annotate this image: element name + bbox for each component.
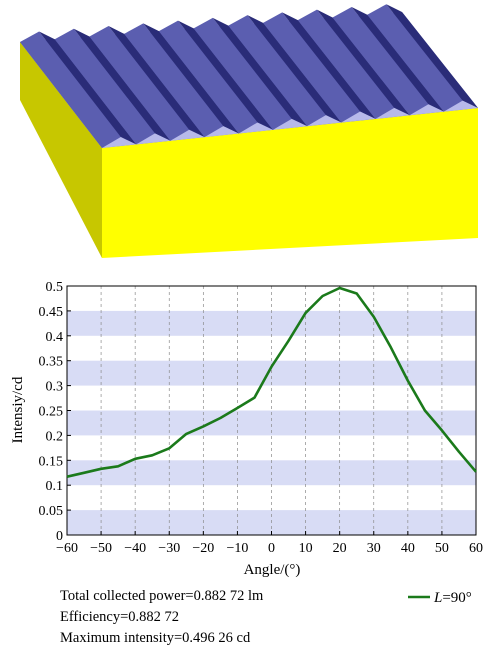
ridge-shadow-face bbox=[39, 31, 137, 145]
ridge-end-profile bbox=[204, 126, 239, 138]
ridge-lit-face bbox=[20, 31, 121, 148]
x-tick-label: −40 bbox=[124, 541, 146, 556]
y-tick-label: 0.3 bbox=[46, 380, 64, 395]
x-tick-label: −20 bbox=[192, 541, 214, 556]
ridge-end-profile bbox=[170, 129, 205, 141]
grid-bands bbox=[67, 310, 476, 535]
y-tick-label: 0.4 bbox=[46, 330, 64, 345]
ridge-shadow-face bbox=[351, 6, 444, 112]
legend: L=90° bbox=[408, 590, 472, 606]
y-tick-labels: 0 0.05 0.1 0.15 0.2 0.25 0.3 0.35 0.4 0.45 0.5 bbox=[39, 280, 71, 544]
ridge-lit-face bbox=[89, 26, 190, 141]
ridge-end-profile bbox=[272, 118, 308, 130]
total-power-text: Total collected power=0.882 72 lm bbox=[60, 588, 264, 604]
ridge-end-profile bbox=[307, 115, 342, 127]
stats-block: Total collected power=0.882 72 lm Effici… bbox=[60, 586, 263, 649]
block-side-face bbox=[20, 42, 102, 258]
ridge-end-profile bbox=[409, 104, 444, 116]
y-tick-label: 0.1 bbox=[46, 479, 64, 494]
y-tick-label: 0.05 bbox=[39, 504, 64, 519]
x-tick-label: −30 bbox=[158, 541, 180, 556]
grating-ridges bbox=[20, 4, 478, 148]
x-tick-label: 50 bbox=[435, 541, 449, 556]
ridge-lit-face bbox=[158, 20, 258, 134]
block-front-face bbox=[102, 108, 478, 258]
ridge-end-profile bbox=[238, 122, 273, 134]
x-tick-labels: −60 −50 −40 −30 −20 −10 0 10 20 30 40 50 60 bbox=[56, 531, 483, 556]
x-tick-label: 20 bbox=[333, 541, 347, 556]
max-intensity-text: Maximum intensity=0.496 26 cd bbox=[60, 630, 251, 646]
x-tick-label: 0 bbox=[268, 541, 275, 556]
x-tick-label: 60 bbox=[469, 541, 483, 556]
ridge-shadow-face bbox=[282, 12, 376, 119]
y-tick-label: 0.15 bbox=[39, 454, 64, 469]
ridge-lit-face bbox=[193, 17, 292, 130]
ridge-shadow-face bbox=[316, 9, 410, 116]
ridge-end-profile bbox=[375, 107, 410, 119]
ridge-shadow-face bbox=[178, 20, 273, 130]
x-tick-label: −50 bbox=[90, 541, 112, 556]
grating-model bbox=[20, 4, 478, 258]
y-tick-label: 0.35 bbox=[39, 355, 64, 370]
ridge-end-profile bbox=[102, 137, 137, 148]
chart: −60 −50 −40 −30 −20 −10 0 10 20 30 40 50 60 0 0.05 0.1… bbox=[10, 280, 483, 606]
ridge-shadow-face bbox=[73, 28, 171, 141]
ridge-lit-face bbox=[367, 4, 463, 112]
y-tick-label: 0.5 bbox=[46, 280, 64, 295]
efficiency-text: Efficiency=0.882 72 bbox=[60, 609, 180, 625]
x-tick-label: 40 bbox=[401, 541, 415, 556]
ridge-lit-face bbox=[228, 15, 326, 127]
x-tick-label: −10 bbox=[226, 541, 248, 556]
x-tick-label: −60 bbox=[56, 541, 78, 556]
ridge-lit-face bbox=[263, 12, 361, 123]
ridge-lit-face bbox=[124, 23, 224, 138]
series-line-L90 bbox=[66, 286, 477, 478]
y-axis-label: Intensiy/cd bbox=[10, 376, 26, 443]
y-tick-label: 0.45 bbox=[39, 305, 64, 320]
x-axis-label: Angle/(°) bbox=[244, 562, 301, 578]
legend-label: L=90° bbox=[433, 590, 472, 606]
y-tick-label: 0.25 bbox=[39, 405, 64, 420]
x-tick-label: 30 bbox=[367, 541, 381, 556]
ridge-shadow-face bbox=[386, 4, 478, 109]
ridge-end-profile bbox=[443, 100, 478, 112]
legend-label-rest: =90° bbox=[442, 590, 471, 606]
y-tick-label: 0 bbox=[56, 529, 63, 544]
ridge-lit-face bbox=[332, 6, 429, 116]
ridge-end-profile bbox=[341, 111, 376, 123]
ridge-lit-face bbox=[297, 9, 395, 119]
ridge-end-profile bbox=[136, 133, 171, 145]
ridge-lit-face bbox=[54, 28, 155, 145]
legend-label-var: L bbox=[433, 590, 442, 606]
ridge-shadow-face bbox=[212, 17, 308, 127]
ridge-shadow-face bbox=[143, 23, 239, 134]
ridge-shadow-face bbox=[108, 26, 205, 138]
y-tick-label: 0.2 bbox=[46, 429, 64, 444]
ridge-shadow-face bbox=[247, 15, 342, 123]
x-tick-label: 10 bbox=[299, 541, 313, 556]
